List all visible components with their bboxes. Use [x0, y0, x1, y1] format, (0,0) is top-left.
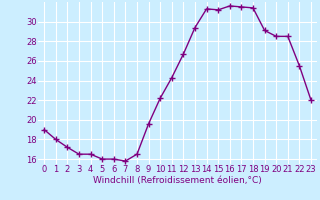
X-axis label: Windchill (Refroidissement éolien,°C): Windchill (Refroidissement éolien,°C)	[93, 176, 262, 185]
